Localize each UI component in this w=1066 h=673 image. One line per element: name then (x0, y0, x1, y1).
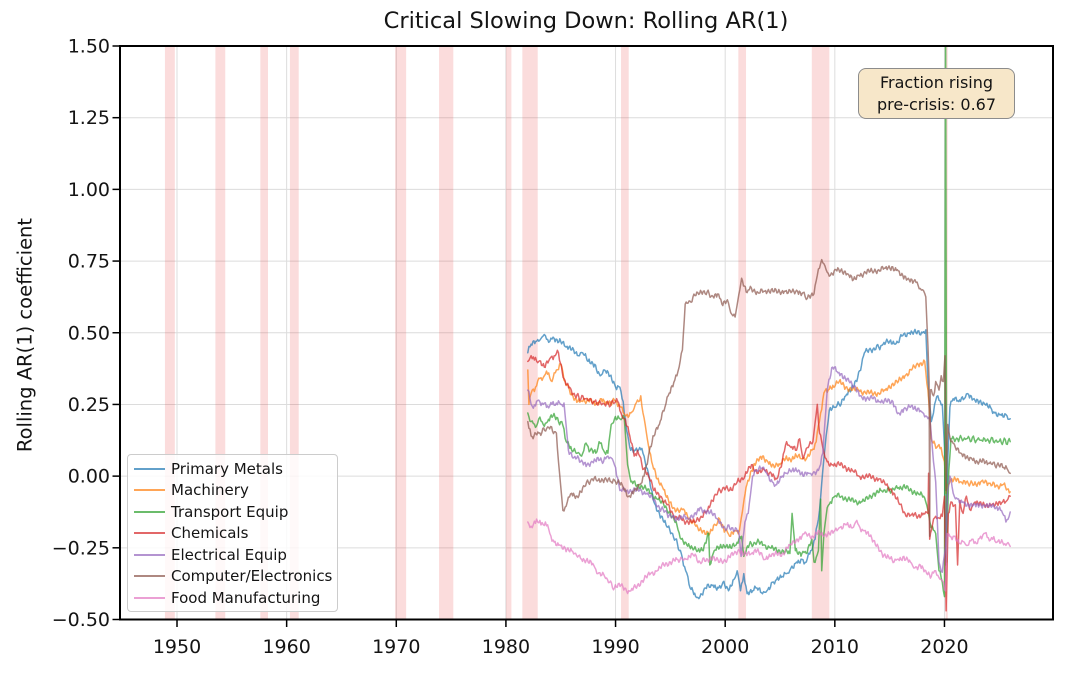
y-tick-label: 0.00 (68, 466, 110, 488)
legend-item-transport-equip: Transport Equip (128, 501, 337, 523)
legend-item-computer-electronics: Computer/Electronics (128, 566, 337, 588)
legend-swatch (134, 489, 165, 492)
legend-label: Computer/Electronics (171, 567, 333, 586)
legend-item-primary-metals: Primary Metals (128, 458, 337, 480)
x-tick-label: 1960 (262, 636, 310, 658)
legend-label: Electrical Equip (171, 545, 287, 564)
x-tick-label: 1980 (482, 636, 530, 658)
y-tick-label: 1.25 (68, 107, 110, 129)
x-tick-label: 1990 (591, 636, 639, 658)
y-tick-label: 0.75 (68, 251, 110, 273)
legend-label: Machinery (171, 481, 249, 500)
legend-label: Chemicals (171, 524, 249, 543)
recession-bands (164, 46, 948, 620)
legend-item-electrical-equip: Electrical Equip (128, 544, 337, 566)
legend-swatch (134, 596, 165, 599)
series-line-electrical-equip (527, 366, 1011, 573)
y-tick-label: 1.00 (68, 179, 110, 201)
chart-title: Critical Slowing Down: Rolling AR(1) (383, 8, 789, 34)
x-tick-label: 1970 (372, 636, 420, 658)
series-line-food-manufacturing (527, 518, 1011, 595)
legend-swatch (134, 467, 165, 470)
legend-item-machinery: Machinery (128, 480, 337, 502)
legend-item-chemicals: Chemicals (128, 523, 337, 545)
series-line-computer-electronics (527, 258, 1011, 538)
legend-item-food-manufacturing: Food Manufacturing (128, 587, 337, 609)
x-tick-label: 1950 (153, 636, 201, 658)
x-tick-label: 2000 (701, 636, 749, 658)
y-tick-label: 1.50 (68, 36, 110, 58)
x-tick-label: 2020 (920, 636, 968, 658)
series-lines (527, 46, 1011, 612)
annotation-box: Fraction rising pre-crisis: 0.67 (858, 68, 1015, 119)
x-tick-label: 2010 (811, 636, 859, 658)
legend-swatch (134, 553, 165, 556)
annotation-line2: pre-crisis: 0.67 (876, 94, 997, 114)
y-tick-label: 0.25 (68, 394, 110, 416)
y-axis-label: Rolling AR(1) coefficient (13, 217, 37, 453)
legend-swatch (134, 575, 165, 578)
x-axis: 1950 1960 1970 1980 1990 2000 2010 2020 (153, 619, 969, 658)
legend-label: Primary Metals (171, 459, 283, 478)
y-tick-label: −0.50 (52, 609, 110, 631)
legend-swatch (134, 532, 165, 535)
y-tick-label: −0.25 (52, 537, 110, 559)
annotation-line1: Fraction rising (879, 72, 994, 92)
legend-label: Food Manufacturing (171, 588, 321, 607)
y-tick-label: 0.50 (68, 322, 110, 344)
legend-box: Primary Metals Machinery Transport Equip Ch… (127, 454, 338, 612)
legend-label: Transport Equip (171, 502, 289, 521)
legend-swatch (134, 510, 165, 513)
series-line-transport-equip (527, 46, 1011, 598)
y-axis: −0.50 −0.25 0.00 0.25 0.50 0.75 1.00 1.25 1.50 (52, 36, 120, 631)
